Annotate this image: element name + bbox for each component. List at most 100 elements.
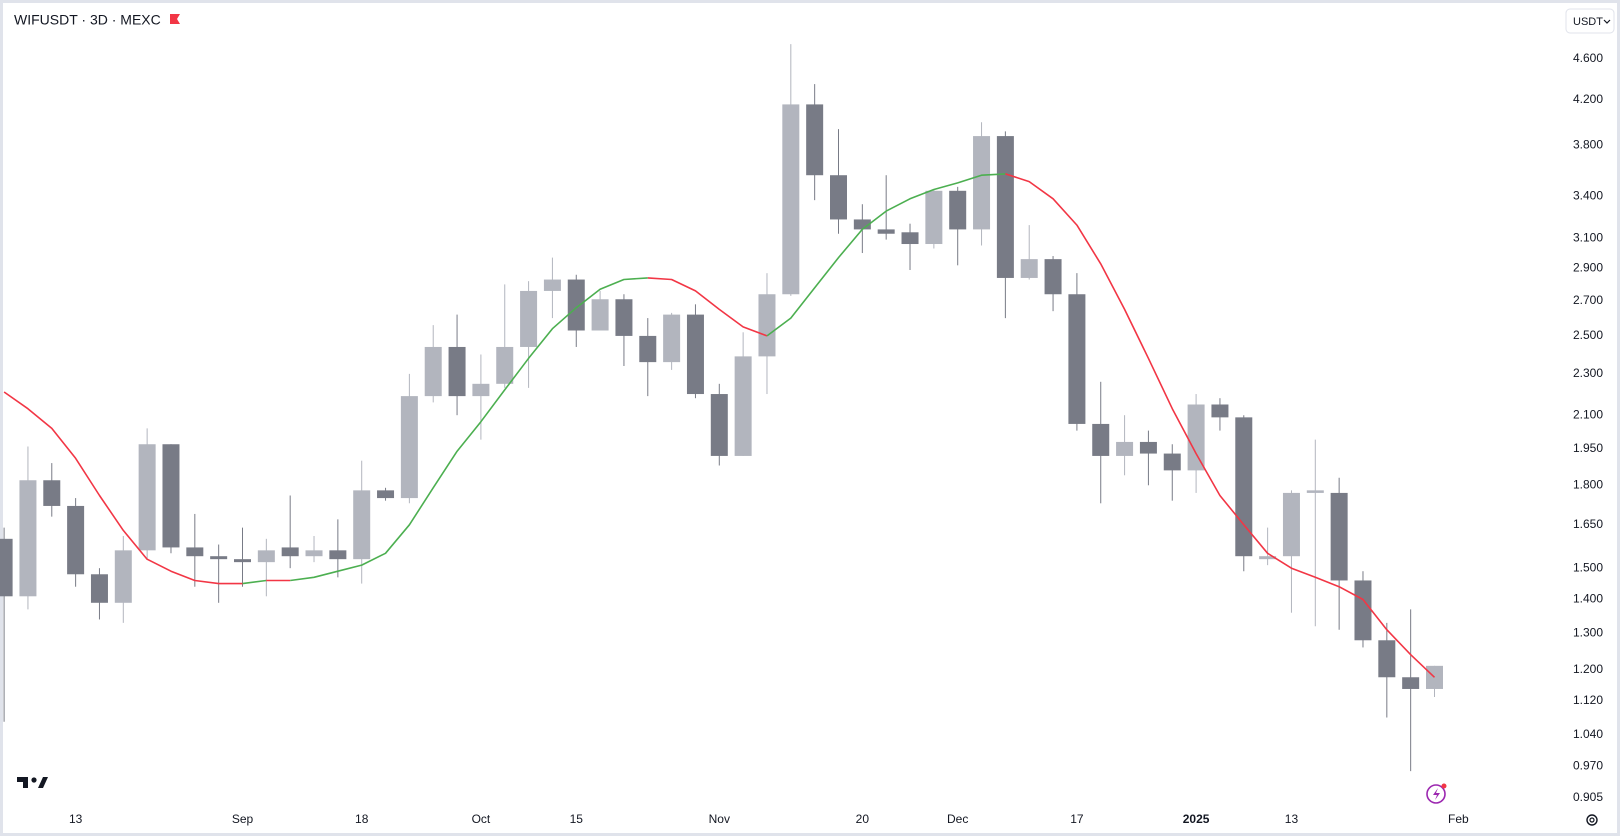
candle-body bbox=[830, 175, 847, 220]
button-frame bbox=[1565, 8, 1615, 34]
candle-body bbox=[949, 190, 967, 230]
currency-button[interactable]: USDT bbox=[1565, 8, 1615, 34]
moving-average bbox=[647, 277, 768, 337]
y-tick-label: 2.100 bbox=[1573, 407, 1603, 421]
candle-body bbox=[234, 559, 251, 563]
y-tick-label: 3.100 bbox=[1573, 230, 1603, 244]
y-tick-label: 1.650 bbox=[1573, 517, 1603, 531]
settings-icon[interactable] bbox=[1586, 814, 1598, 826]
y-tick-label: 2.500 bbox=[1573, 328, 1603, 342]
x-tick-label: Sep bbox=[232, 812, 254, 826]
gear-hub bbox=[1589, 817, 1595, 823]
logo-part bbox=[31, 777, 37, 783]
currency-label: USDT bbox=[1573, 16, 1603, 28]
candle-body bbox=[19, 480, 37, 597]
x-tick-label: 18 bbox=[355, 812, 369, 826]
candle-body bbox=[472, 383, 490, 397]
candle-body bbox=[257, 550, 275, 563]
y-tick-label: 2.300 bbox=[1573, 366, 1603, 380]
y-tick-label: 1.300 bbox=[1573, 625, 1603, 639]
candle-body bbox=[1044, 259, 1062, 295]
lightning-icon[interactable] bbox=[1426, 783, 1447, 804]
candles bbox=[0, 44, 1443, 772]
y-tick-label: 4.200 bbox=[1573, 92, 1603, 106]
candle-body bbox=[853, 219, 871, 230]
chart-title: WIFUSDT · 3D · MEXC bbox=[14, 12, 161, 28]
y-tick-label: 0.905 bbox=[1573, 790, 1603, 804]
y-tick-label: 1.950 bbox=[1573, 441, 1603, 455]
x-tick-label: 15 bbox=[570, 812, 584, 826]
candle-body bbox=[162, 444, 180, 548]
candle-body bbox=[591, 299, 609, 331]
candle-body bbox=[710, 394, 728, 456]
candle-body bbox=[734, 356, 752, 456]
logo-part bbox=[38, 777, 48, 788]
y-tick-label: 3.400 bbox=[1573, 188, 1603, 202]
candle-body bbox=[1211, 404, 1229, 418]
x-tick-label: 13 bbox=[69, 812, 83, 826]
tradingview-logo[interactable] bbox=[17, 777, 48, 788]
y-tick-label: 1.500 bbox=[1573, 560, 1603, 574]
candle-body bbox=[520, 290, 538, 347]
candle-body bbox=[1402, 677, 1420, 689]
moving-average bbox=[3, 391, 243, 585]
candle-body bbox=[210, 556, 228, 560]
candle-body bbox=[305, 550, 323, 557]
y-tick-label: 3.800 bbox=[1573, 138, 1603, 152]
candle-body bbox=[1235, 417, 1253, 557]
candle-body bbox=[639, 335, 657, 363]
candle-body bbox=[400, 396, 418, 499]
candle-body bbox=[1282, 492, 1300, 557]
x-tick-label: Nov bbox=[709, 812, 730, 826]
icon-ring bbox=[1426, 784, 1446, 804]
candle-body bbox=[67, 505, 85, 575]
candle-body bbox=[1020, 259, 1038, 278]
gear-ring bbox=[1586, 814, 1598, 826]
y-tick-label: 1.200 bbox=[1573, 662, 1603, 676]
candle-body bbox=[1330, 492, 1348, 581]
candle-body bbox=[1306, 490, 1324, 493]
y-tick-label: 1.800 bbox=[1573, 477, 1603, 491]
candle-body bbox=[901, 232, 919, 245]
candle-body bbox=[1139, 441, 1157, 454]
candle-body bbox=[806, 104, 824, 176]
candle-body bbox=[281, 547, 299, 557]
x-tick-label: Oct bbox=[472, 812, 491, 826]
candle-body bbox=[758, 294, 776, 357]
candle-body bbox=[1068, 294, 1086, 424]
candle-body bbox=[782, 104, 800, 295]
candle-body bbox=[973, 136, 991, 230]
candle-body bbox=[0, 538, 13, 597]
candle-body bbox=[43, 480, 61, 506]
y-tick-label: 4.600 bbox=[1573, 51, 1603, 65]
flag-icon[interactable] bbox=[170, 14, 180, 24]
candle-body bbox=[424, 346, 442, 397]
moving-average bbox=[1005, 173, 1436, 678]
candle-body bbox=[448, 346, 466, 397]
x-tick-label: 20 bbox=[856, 812, 870, 826]
x-tick-label: 13 bbox=[1285, 812, 1299, 826]
candle-body bbox=[377, 490, 395, 499]
candle-body bbox=[90, 574, 108, 603]
moving-average bbox=[242, 579, 267, 585]
candle-body bbox=[567, 279, 585, 331]
x-tick-label: 17 bbox=[1070, 812, 1084, 826]
candle-body bbox=[496, 346, 514, 384]
candle-body bbox=[1426, 665, 1443, 689]
candle-body bbox=[114, 550, 132, 603]
candle-body bbox=[1116, 441, 1134, 456]
moving-average bbox=[766, 173, 1006, 337]
x-tick-label: 2025 bbox=[1183, 812, 1210, 826]
y-tick-label: 2.900 bbox=[1573, 261, 1603, 275]
candle-body bbox=[329, 550, 347, 560]
candle-body bbox=[686, 314, 704, 395]
y-tick-label: 0.970 bbox=[1573, 759, 1603, 773]
y-tick-label: 1.120 bbox=[1573, 693, 1603, 707]
candle-body bbox=[925, 190, 943, 245]
y-tick-label: 1.400 bbox=[1573, 592, 1603, 606]
candle-body bbox=[615, 299, 633, 336]
candle-body bbox=[353, 490, 371, 560]
candle-body bbox=[1259, 556, 1277, 560]
